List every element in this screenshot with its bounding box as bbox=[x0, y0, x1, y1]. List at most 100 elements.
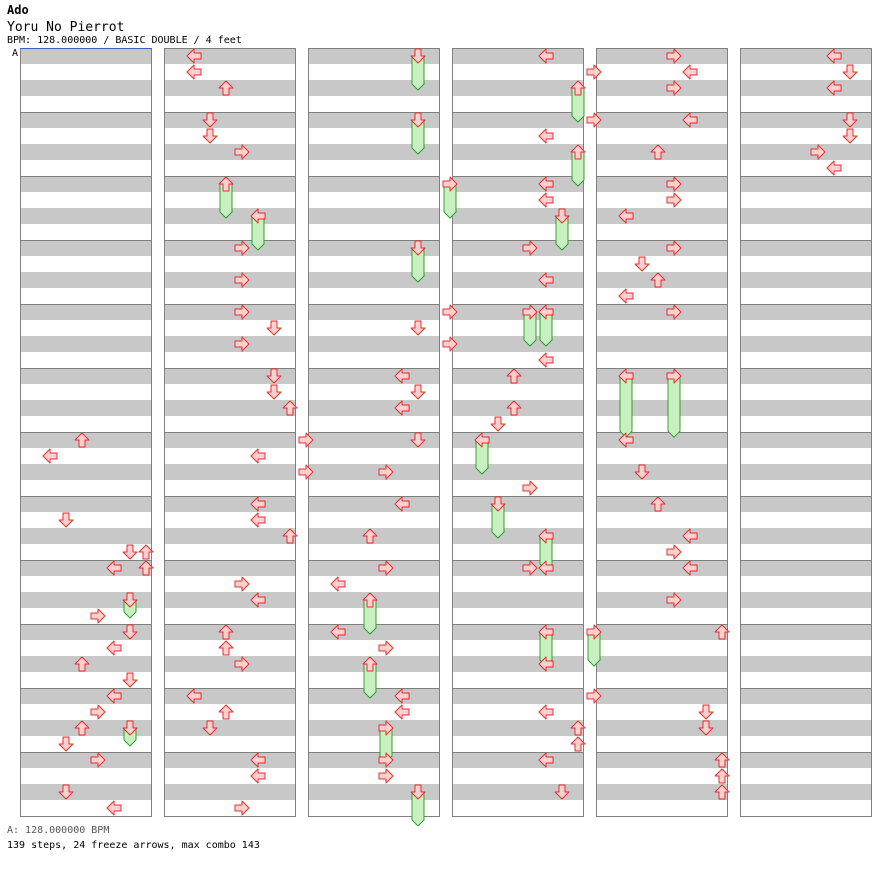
step-arrow bbox=[522, 560, 538, 576]
step-arrow bbox=[234, 304, 250, 320]
step-arrow bbox=[122, 672, 138, 688]
step-arrow bbox=[538, 704, 554, 720]
step-arrow bbox=[58, 736, 74, 752]
beat-band bbox=[20, 592, 152, 608]
beat-band bbox=[20, 304, 152, 320]
step-arrow bbox=[90, 752, 106, 768]
beat-band bbox=[740, 496, 872, 512]
beat-band bbox=[164, 368, 296, 384]
freeze-arrow-head bbox=[122, 720, 138, 736]
step-arrow bbox=[218, 640, 234, 656]
step-stats: 139 steps, 24 freeze arrows, max combo 1… bbox=[7, 840, 260, 851]
step-arrow bbox=[250, 496, 266, 512]
step-arrow bbox=[394, 496, 410, 512]
beat-band bbox=[164, 400, 296, 416]
step-arrow bbox=[618, 432, 634, 448]
step-arrow bbox=[234, 656, 250, 672]
beat-band bbox=[596, 304, 728, 320]
step-arrow bbox=[378, 560, 394, 576]
step-arrow bbox=[650, 144, 666, 160]
beat-band bbox=[452, 752, 584, 768]
beat-band bbox=[164, 784, 296, 800]
step-arrow bbox=[682, 112, 698, 128]
freeze-arrow-head bbox=[586, 624, 602, 640]
step-arrow bbox=[538, 352, 554, 368]
beat-band bbox=[452, 624, 584, 640]
step-arrow bbox=[394, 688, 410, 704]
step-arrow bbox=[810, 144, 826, 160]
step-arrow bbox=[42, 448, 58, 464]
beat-band bbox=[596, 560, 728, 576]
step-arrow bbox=[330, 624, 346, 640]
beat-band bbox=[740, 784, 872, 800]
beat-band bbox=[740, 240, 872, 256]
step-arrow bbox=[202, 128, 218, 144]
chart-info: BPM: 128.000000 / BASIC DOUBLE / 4 feet bbox=[7, 35, 242, 46]
beat-band bbox=[452, 176, 584, 192]
beat-band bbox=[452, 496, 584, 512]
measure-border bbox=[20, 752, 152, 817]
beat-band bbox=[308, 496, 440, 512]
beat-band bbox=[452, 560, 584, 576]
step-arrow bbox=[842, 64, 858, 80]
step-arrow bbox=[106, 688, 122, 704]
measure-border bbox=[308, 752, 440, 817]
step-arrow bbox=[202, 112, 218, 128]
step-arrow bbox=[394, 368, 410, 384]
beat-band bbox=[308, 720, 440, 736]
step-arrow bbox=[282, 400, 298, 416]
beat-band bbox=[740, 176, 872, 192]
beat-band bbox=[452, 112, 584, 128]
beat-band bbox=[740, 528, 872, 544]
beat-band bbox=[20, 144, 152, 160]
step-arrow bbox=[714, 784, 730, 800]
freeze-arrow-head bbox=[410, 48, 426, 64]
beat-band bbox=[20, 464, 152, 480]
beat-band bbox=[452, 208, 584, 224]
beat-band bbox=[20, 48, 152, 64]
step-arrow bbox=[650, 496, 666, 512]
beat-band bbox=[596, 176, 728, 192]
beat-band bbox=[596, 400, 728, 416]
step-arrow bbox=[250, 752, 266, 768]
freeze-arrow-head bbox=[570, 80, 586, 96]
step-arrow bbox=[218, 704, 234, 720]
beat-band bbox=[20, 272, 152, 288]
freeze-tail bbox=[667, 375, 681, 438]
freeze-arrow-head bbox=[362, 656, 378, 672]
beat-band bbox=[596, 752, 728, 768]
step-arrow bbox=[666, 48, 682, 64]
step-arrow bbox=[666, 544, 682, 560]
freeze-arrow-head bbox=[618, 368, 634, 384]
beat-band bbox=[740, 720, 872, 736]
step-arrow bbox=[266, 384, 282, 400]
beat-band bbox=[164, 48, 296, 64]
beat-band bbox=[164, 432, 296, 448]
step-arrow bbox=[378, 640, 394, 656]
beat-band bbox=[452, 592, 584, 608]
step-arrow bbox=[234, 144, 250, 160]
step-arrow bbox=[538, 272, 554, 288]
beat-band bbox=[452, 304, 584, 320]
beat-band bbox=[740, 656, 872, 672]
beat-band bbox=[452, 528, 584, 544]
beat-band bbox=[308, 784, 440, 800]
beat-band bbox=[308, 176, 440, 192]
step-arrow bbox=[538, 48, 554, 64]
beat-band bbox=[596, 656, 728, 672]
step-arrow bbox=[538, 560, 554, 576]
step-arrow bbox=[234, 240, 250, 256]
step-arrow bbox=[266, 320, 282, 336]
beat-band bbox=[740, 560, 872, 576]
step-arrow bbox=[90, 608, 106, 624]
beat-band bbox=[20, 528, 152, 544]
step-arrow bbox=[538, 192, 554, 208]
freeze-arrow-head bbox=[378, 720, 394, 736]
step-arrow bbox=[714, 752, 730, 768]
beat-band bbox=[20, 80, 152, 96]
step-arrow bbox=[698, 720, 714, 736]
freeze-arrow-head bbox=[666, 368, 682, 384]
step-arrow bbox=[666, 80, 682, 96]
beat-band bbox=[596, 240, 728, 256]
step-arrow bbox=[58, 784, 74, 800]
